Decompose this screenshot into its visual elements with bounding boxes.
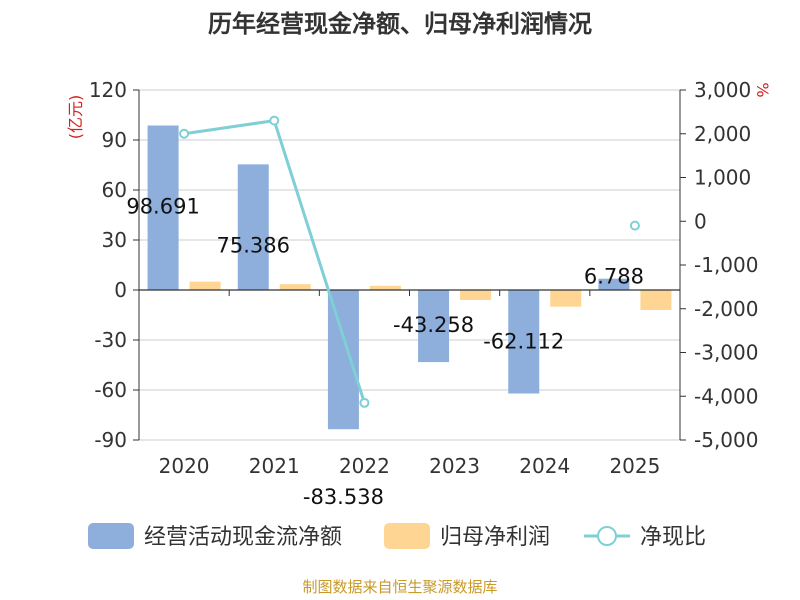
right-tick-label: -4,000 [694, 384, 758, 408]
legend-swatch-marker [597, 526, 617, 546]
data-label-2021: 75.386 [217, 233, 290, 257]
legend-item-0: 经营活动现金流净额 [88, 523, 342, 550]
data-label-2025: 6.788 [584, 265, 644, 289]
legend-swatch [384, 523, 430, 549]
right-tick-label: 2,000 [694, 122, 751, 146]
bar-cashflow-2025 [598, 278, 630, 290]
x-tick-label-2022: 2022 [339, 454, 390, 478]
bar-cashflow-2023 [418, 290, 450, 363]
bar-netprofit-2020 [189, 281, 221, 290]
source-note: 制图数据来自恒生聚源数据库 [302, 578, 497, 596]
bar-netprofit-2021 [279, 284, 311, 290]
right-tick-label: 3,000 [694, 78, 751, 102]
right-tick-label: -3,000 [694, 341, 758, 365]
bar-cashflow-2021 [237, 164, 269, 290]
left-tick-label: 120 [89, 78, 127, 102]
legend-swatch [88, 523, 134, 549]
legend-item-2: 净现比 [584, 525, 706, 550]
data-label-2022: -83.538 [303, 485, 384, 509]
ratio-point-2022 [359, 397, 370, 408]
x-tick-label-2024: 2024 [519, 454, 570, 478]
left-tick-label: 60 [102, 178, 127, 202]
left-tick-label: -90 [94, 428, 127, 452]
x-tick-label-2020: 2020 [159, 454, 210, 478]
left-axis-unit: (亿元) [66, 95, 85, 140]
left-tick-label: -30 [94, 328, 127, 352]
x-tick-label-2025: 2025 [609, 454, 660, 478]
bar-layer [147, 125, 672, 430]
legend-label: 归母净利润 [440, 525, 550, 550]
bar-netprofit-2024 [550, 290, 582, 307]
bar-netprofit-2023 [460, 290, 492, 300]
legend: 经营活动现金流净额 归母净利润 净现比 [88, 523, 706, 550]
right-tick-label: -5,000 [694, 428, 758, 452]
right-tick-label: 0 [694, 209, 707, 233]
line-layer [179, 115, 640, 408]
left-tick-label: 0 [114, 278, 127, 302]
x-tick-label-2021: 2021 [249, 454, 300, 478]
ratio-point-2020 [179, 128, 190, 139]
bar-cashflow-2020 [147, 125, 179, 290]
left-tick-label: 30 [102, 228, 127, 252]
bar-netprofit-2022 [369, 285, 401, 290]
ratio-point-2025 [629, 220, 640, 231]
data-label-2023: -43.258 [393, 313, 474, 337]
bar-cashflow-2022 [327, 290, 359, 430]
left-tick-label: 90 [102, 128, 127, 152]
right-tick-label: -2,000 [694, 297, 758, 321]
x-tick-label-2023: 2023 [429, 454, 480, 478]
data-label-2024: -62.112 [483, 330, 564, 354]
legend-label: 经营活动现金流净额 [144, 525, 342, 550]
axes: 120 90 60 30 0 -30 -60 -90 3,000 2,000 1,000 0 -1,00… [89, 78, 759, 478]
legend-label: 净现比 [640, 525, 706, 550]
right-tick-label: -1,000 [694, 253, 758, 277]
data-label-2020: 98.691 [126, 195, 199, 219]
left-tick-label: -60 [94, 378, 127, 402]
bar-cashflow-2024 [508, 290, 540, 394]
right-axis-unit: % [753, 82, 772, 97]
bar-netprofit-2025 [640, 290, 672, 310]
ratio-point-2021 [269, 115, 280, 126]
right-tick-label: 1,000 [694, 166, 751, 190]
legend-item-1: 归母净利润 [384, 523, 550, 550]
chart-title: 历年经营现金净额、归母净利润情况 [208, 10, 592, 38]
data-labels: 98.691 75.386 -83.538 -43.258 -62.112 6.788 [126, 195, 644, 510]
